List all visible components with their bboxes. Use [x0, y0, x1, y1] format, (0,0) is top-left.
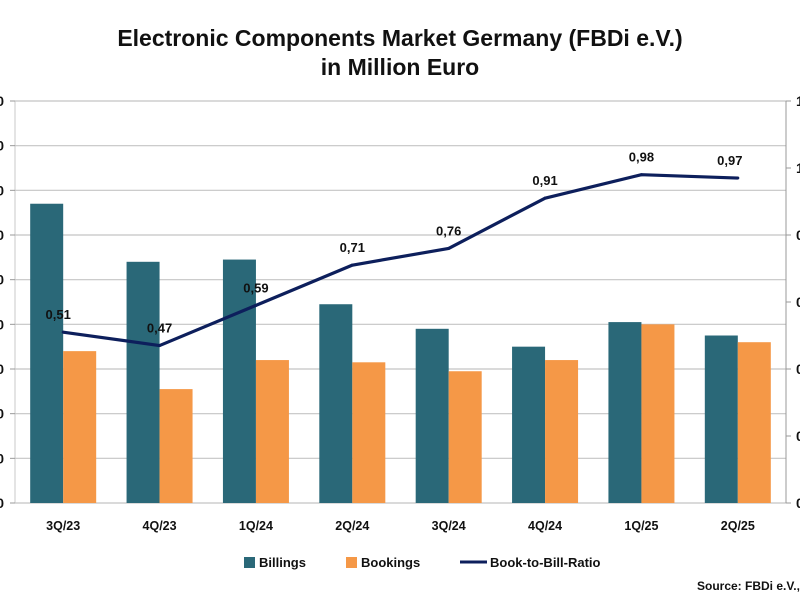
legend-swatch: [244, 557, 255, 568]
x-tick-label: 3Q/24: [432, 519, 466, 533]
bar-billings: [30, 203, 64, 503]
y-tick-label: 1000: [0, 272, 4, 288]
y-tick-label: 1600: [0, 138, 4, 154]
x-tick-label: 4Q/24: [528, 519, 562, 533]
bar-billings: [126, 261, 160, 503]
y-tick-label: 1800: [0, 93, 4, 109]
bar-bookings: [255, 360, 289, 503]
y2-tick-label: 0,4: [796, 361, 800, 377]
bar-billings: [319, 304, 353, 503]
ratio-point: [350, 263, 354, 267]
data-label: 0,47: [147, 321, 172, 336]
ratio-point: [736, 176, 740, 180]
x-tick-label: 1Q/25: [624, 519, 658, 533]
x-tick-label: 1Q/24: [239, 519, 273, 533]
ratio-point: [447, 246, 451, 250]
data-label: 0,59: [243, 280, 268, 295]
y-tick-label: 800: [0, 316, 4, 332]
data-label: 0,91: [532, 173, 557, 188]
bar-bookings: [641, 324, 675, 503]
legend-swatch: [346, 557, 357, 568]
bar-billings: [608, 322, 642, 503]
bar-billings: [222, 259, 256, 503]
bar-bookings: [63, 351, 97, 503]
data-label: 0,71: [340, 240, 365, 255]
chart-title: Electronic Components Market Germany (FB…: [0, 24, 800, 82]
x-tick-label: 2Q/25: [721, 519, 755, 533]
x-tick-label: 3Q/23: [46, 519, 80, 533]
y2-tick-label: 0,6: [796, 294, 800, 310]
y-tick-label: 200: [0, 450, 4, 466]
ratio-point: [543, 196, 547, 200]
ratio-point: [158, 344, 162, 348]
bar-bookings: [545, 360, 579, 503]
y-tick-label: 600: [0, 361, 4, 377]
y-tick-label: 400: [0, 406, 4, 422]
bar-bookings: [448, 371, 482, 503]
data-label: 0,51: [46, 307, 71, 322]
x-tick-label: 2Q/24: [335, 519, 369, 533]
chart-title-line: Electronic Components Market Germany (FB…: [117, 25, 683, 51]
legend-label: Book-to-Bill-Ratio: [490, 555, 601, 570]
bar-billings: [704, 335, 738, 503]
legend-label: Bookings: [361, 555, 420, 570]
y2-tick-label: 0,2: [796, 428, 800, 444]
source-note: Source: FBDi e.V.,: [697, 579, 800, 593]
y-tick-label: 1200: [0, 227, 4, 243]
data-label: 0,76: [436, 223, 461, 238]
legend-label: Billings: [259, 555, 306, 570]
bar-billings: [512, 346, 546, 503]
y-tick-label: 0: [0, 495, 4, 511]
y2-tick-label: 0,8: [796, 227, 800, 243]
y-tick-label: 1400: [0, 182, 4, 198]
data-label: 0,98: [629, 150, 654, 165]
ratio-point: [639, 173, 643, 177]
bar-bookings: [159, 389, 193, 503]
y2-tick-label: 1,2: [796, 93, 800, 109]
ratio-point: [61, 330, 65, 334]
data-label: 0,97: [717, 153, 742, 168]
y2-tick-label: 1,0: [796, 160, 800, 176]
y2-tick-label: 0,0: [796, 495, 800, 511]
bar-bookings: [352, 362, 386, 503]
x-tick-label: 4Q/23: [143, 519, 177, 533]
ratio-point: [254, 303, 258, 307]
chart-subtitle: in Million Euro: [320, 54, 480, 80]
bar-bookings: [737, 342, 771, 503]
bar-billings: [415, 328, 449, 503]
ratio-line: [62, 173, 738, 348]
